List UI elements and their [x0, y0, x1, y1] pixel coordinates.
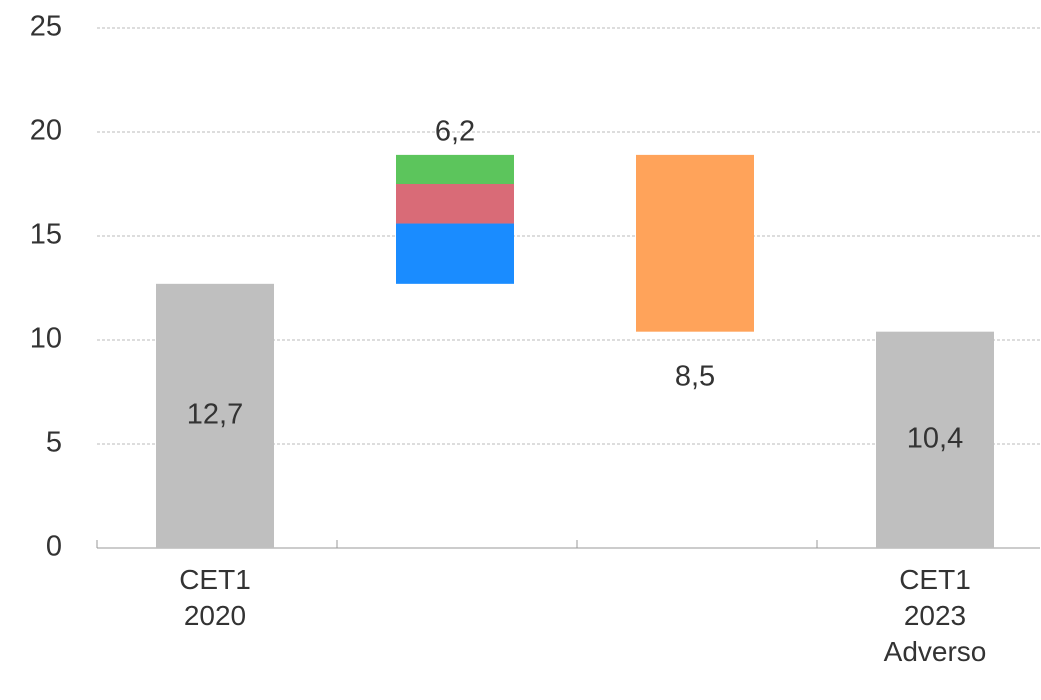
y-tick-label: 5 [46, 427, 62, 459]
y-tick-label: 10 [30, 323, 62, 355]
bar-segment [396, 154, 514, 184]
x-tick-label: CET1 2020 [179, 564, 251, 631]
y-tick-label: 20 [30, 115, 62, 147]
y-tick-label: 25 [30, 11, 62, 43]
value-label: 8,5 [675, 360, 715, 392]
value-label: 12,7 [187, 399, 243, 431]
bar-segment [396, 184, 514, 224]
bar-segment [396, 223, 514, 284]
x-tick-label: CET1 2023 Adverso [883, 564, 987, 667]
bar [636, 154, 754, 332]
value-label: 10,4 [907, 422, 963, 454]
bar [156, 283, 274, 548]
value-label: 6,2 [435, 116, 475, 148]
y-tick-label: 15 [30, 219, 62, 251]
y-tick-label: 0 [46, 531, 62, 563]
bar [876, 331, 994, 548]
